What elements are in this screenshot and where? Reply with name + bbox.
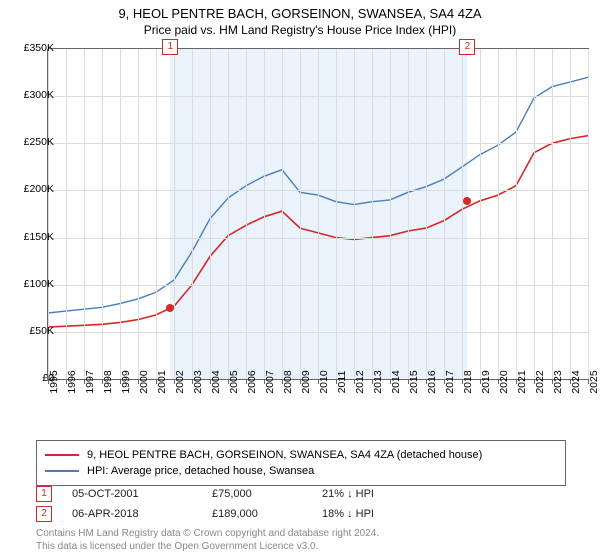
x-tick-label: 2024 xyxy=(570,370,582,393)
x-tick-label: 2014 xyxy=(390,370,402,393)
x-tick-label: 2002 xyxy=(174,370,186,393)
transaction-pct: 18% ↓ HPI xyxy=(322,508,462,520)
gridline-vertical xyxy=(570,49,571,379)
x-tick-label: 2010 xyxy=(318,370,330,393)
x-tick-label: 1996 xyxy=(66,370,78,393)
gridline-vertical xyxy=(138,49,139,379)
transaction-marker-box: 2 xyxy=(36,506,52,522)
footer-line1: Contains HM Land Registry data © Crown c… xyxy=(36,528,379,541)
x-tick-label: 2011 xyxy=(336,371,348,394)
gridline-vertical xyxy=(246,49,247,379)
gridline-vertical xyxy=(408,49,409,379)
gridline-vertical xyxy=(498,49,499,379)
gridline-vertical xyxy=(228,49,229,379)
gridline-vertical xyxy=(588,49,589,379)
chart-marker-dot xyxy=(463,197,471,205)
gridline-vertical xyxy=(462,49,463,379)
y-tick-label: £0 xyxy=(42,372,54,384)
x-tick-label: 2012 xyxy=(354,370,366,393)
x-tick-label: 2009 xyxy=(300,370,312,393)
transaction-date: 05-OCT-2001 xyxy=(72,488,212,500)
x-tick-label: 2018 xyxy=(462,370,474,393)
x-tick-label: 2006 xyxy=(246,370,258,393)
transaction-row: 2 06-APR-2018£189,00018% ↓ HPI xyxy=(36,504,462,524)
x-tick-label: 2001 xyxy=(156,370,168,393)
gridline-vertical xyxy=(66,49,67,379)
y-tick-label: £300K xyxy=(24,89,54,101)
gridline-vertical xyxy=(390,49,391,379)
legend-label: 9, HEOL PENTRE BACH, GORSEINON, SWANSEA,… xyxy=(87,449,482,461)
gridline-vertical xyxy=(84,49,85,379)
gridline-vertical xyxy=(372,49,373,379)
x-tick-label: 2003 xyxy=(192,370,204,393)
gridline-vertical xyxy=(120,49,121,379)
legend-color-line xyxy=(45,454,79,456)
x-tick-label: 2020 xyxy=(498,370,510,393)
gridline-vertical xyxy=(534,49,535,379)
gridline-vertical xyxy=(318,49,319,379)
y-tick-label: £100K xyxy=(24,278,54,290)
gridline-vertical xyxy=(480,49,481,379)
x-tick-label: 1999 xyxy=(120,370,132,393)
x-tick-label: 2007 xyxy=(264,370,276,393)
gridline-vertical xyxy=(354,49,355,379)
chart-title-address: 9, HEOL PENTRE BACH, GORSEINON, SWANSEA,… xyxy=(0,6,600,21)
transaction-pct: 21% ↓ HPI xyxy=(322,488,462,500)
x-tick-label: 2015 xyxy=(408,370,420,393)
x-tick-label: 2023 xyxy=(552,370,564,393)
x-tick-label: 2021 xyxy=(516,370,528,393)
transaction-price: £75,000 xyxy=(212,488,322,500)
legend-color-line xyxy=(45,470,79,472)
x-tick-label: 2017 xyxy=(444,370,456,393)
gridline-vertical xyxy=(426,49,427,379)
gridline-vertical xyxy=(192,49,193,379)
chart-legend: 9, HEOL PENTRE BACH, GORSEINON, SWANSEA,… xyxy=(36,440,566,486)
gridline-vertical xyxy=(282,49,283,379)
chart-marker-box: 1 xyxy=(162,39,178,55)
gridline-vertical xyxy=(552,49,553,379)
y-tick-label: £50K xyxy=(29,325,54,337)
transaction-date: 06-APR-2018 xyxy=(72,508,212,520)
y-tick-label: £250K xyxy=(24,136,54,148)
gridline-vertical xyxy=(174,49,175,379)
transaction-rows: 1 05-OCT-2001£75,00021% ↓ HPI 2 06-APR-2018… xyxy=(36,484,462,524)
gridline-vertical xyxy=(210,49,211,379)
x-tick-label: 2022 xyxy=(534,370,546,393)
chart-title-sub: Price paid vs. HM Land Registry's House … xyxy=(0,23,600,37)
x-tick-label: 2005 xyxy=(228,370,240,393)
gridline-vertical xyxy=(516,49,517,379)
x-tick-label: 2025 xyxy=(588,370,600,393)
x-tick-label: 2000 xyxy=(138,370,150,393)
x-tick-label: 1997 xyxy=(84,370,96,393)
y-tick-label: £200K xyxy=(24,183,54,195)
x-tick-label: 2016 xyxy=(426,370,438,393)
chart-marker-box: 2 xyxy=(459,39,475,55)
chart-marker-dot xyxy=(166,304,174,312)
footer-line2: This data is licensed under the Open Gov… xyxy=(36,541,379,554)
transaction-price: £189,000 xyxy=(212,508,322,520)
gridline-vertical xyxy=(156,49,157,379)
x-tick-label: 2008 xyxy=(282,370,294,393)
x-tick-label: 2013 xyxy=(372,370,384,393)
gridline-vertical xyxy=(264,49,265,379)
transaction-row: 1 05-OCT-2001£75,00021% ↓ HPI xyxy=(36,484,462,504)
gridline-vertical xyxy=(102,49,103,379)
y-tick-label: £350K xyxy=(24,42,54,54)
y-tick-label: £150K xyxy=(24,231,54,243)
chart-plot-area: 12 1995199619971998199920002001200220032… xyxy=(48,48,588,398)
gridline-vertical xyxy=(444,49,445,379)
transaction-marker-box: 1 xyxy=(36,486,52,502)
legend-item: HPI: Average price, detached house, Swan… xyxy=(45,463,557,479)
x-tick-label: 2019 xyxy=(480,370,492,393)
legend-item: 9, HEOL PENTRE BACH, GORSEINON, SWANSEA,… xyxy=(45,447,557,463)
legend-label: HPI: Average price, detached house, Swan… xyxy=(87,465,314,477)
x-tick-label: 2004 xyxy=(210,370,222,393)
gridline-vertical xyxy=(300,49,301,379)
x-tick-label: 1998 xyxy=(102,370,114,393)
gridline-vertical xyxy=(336,49,337,379)
